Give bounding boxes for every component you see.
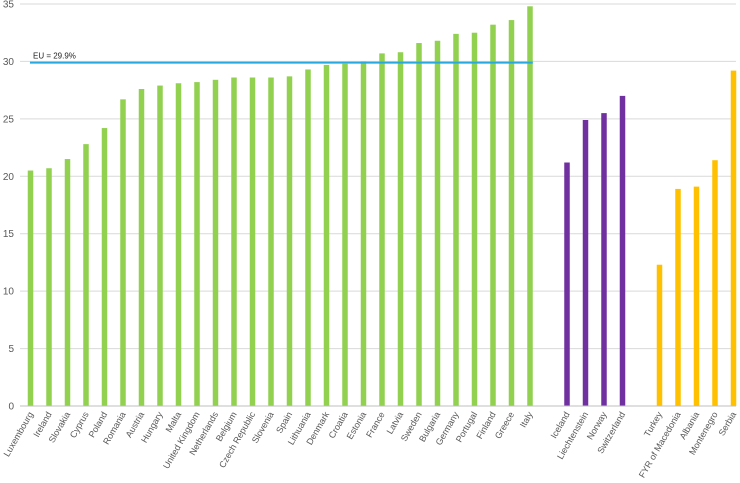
bar-slovenia (268, 77, 274, 406)
bar-fyr-of-macedonia (675, 188, 681, 406)
bar-denmark (323, 64, 330, 407)
bars (27, 6, 737, 407)
bar-luxembourg (27, 170, 34, 406)
bar-france (379, 53, 385, 406)
bar-latvia (397, 52, 404, 407)
bar-poland (101, 128, 108, 406)
y-tick-label-20: 20 (3, 172, 15, 183)
bar-croatia (342, 63, 348, 407)
bar-cyprus (83, 144, 89, 406)
bar-netherlands (212, 79, 219, 406)
y-tick-label-15: 15 (3, 229, 15, 240)
bar-belgium (231, 77, 237, 406)
bar-sweden (416, 43, 422, 407)
bar-turkey (656, 264, 663, 406)
bar-portugal (471, 32, 478, 406)
x-label-france: France (364, 410, 387, 439)
bar-serbia (730, 70, 737, 407)
bar-bulgaria (434, 40, 441, 407)
y-tick-label-5: 5 (8, 344, 14, 355)
bar-liechtenstein (582, 120, 589, 407)
bar-iceland (564, 162, 570, 406)
bar-finland (490, 24, 496, 406)
y-tick-label-30: 30 (3, 57, 15, 68)
bar-switzerland (619, 95, 626, 406)
bar-romania (120, 99, 126, 407)
y-axis-ticks: 0 5 10 15 20 25 30 35 (3, 0, 15, 413)
eu-average-line-group: EU = 29.9% (30, 52, 533, 64)
bar-united-kingdom (194, 82, 200, 407)
x-label-italy: Italy (518, 410, 535, 430)
bar-slovakia (64, 159, 71, 406)
y-tick-label-35: 35 (3, 0, 15, 11)
bar-austria (138, 88, 145, 406)
bar-lithuania (305, 69, 311, 407)
bar-spain (286, 76, 293, 407)
bar-czech-republic (249, 77, 256, 406)
gridlines (20, 3, 736, 350)
x-label-serbia: Serbia (717, 410, 739, 438)
bar-italy (527, 6, 533, 406)
eu-average-label: EU = 29.9% (33, 52, 76, 61)
bar-albania (693, 186, 700, 406)
y-tick-label-25: 25 (3, 114, 15, 125)
bar-malta (175, 83, 182, 406)
bar-ireland (46, 168, 52, 406)
bar-estonia (360, 61, 367, 407)
y-tick-label-0: 0 (8, 402, 14, 413)
bar-hungary (157, 85, 163, 406)
bar-greece (508, 20, 515, 407)
y-tick-label-10: 10 (3, 287, 15, 298)
bar-norway (601, 113, 607, 406)
x-axis-labels: LuxembourgIrelandSlovakiaCyprusPolandRom… (2, 410, 739, 480)
bar-germany (453, 33, 459, 407)
bar-montenegro (712, 160, 718, 406)
